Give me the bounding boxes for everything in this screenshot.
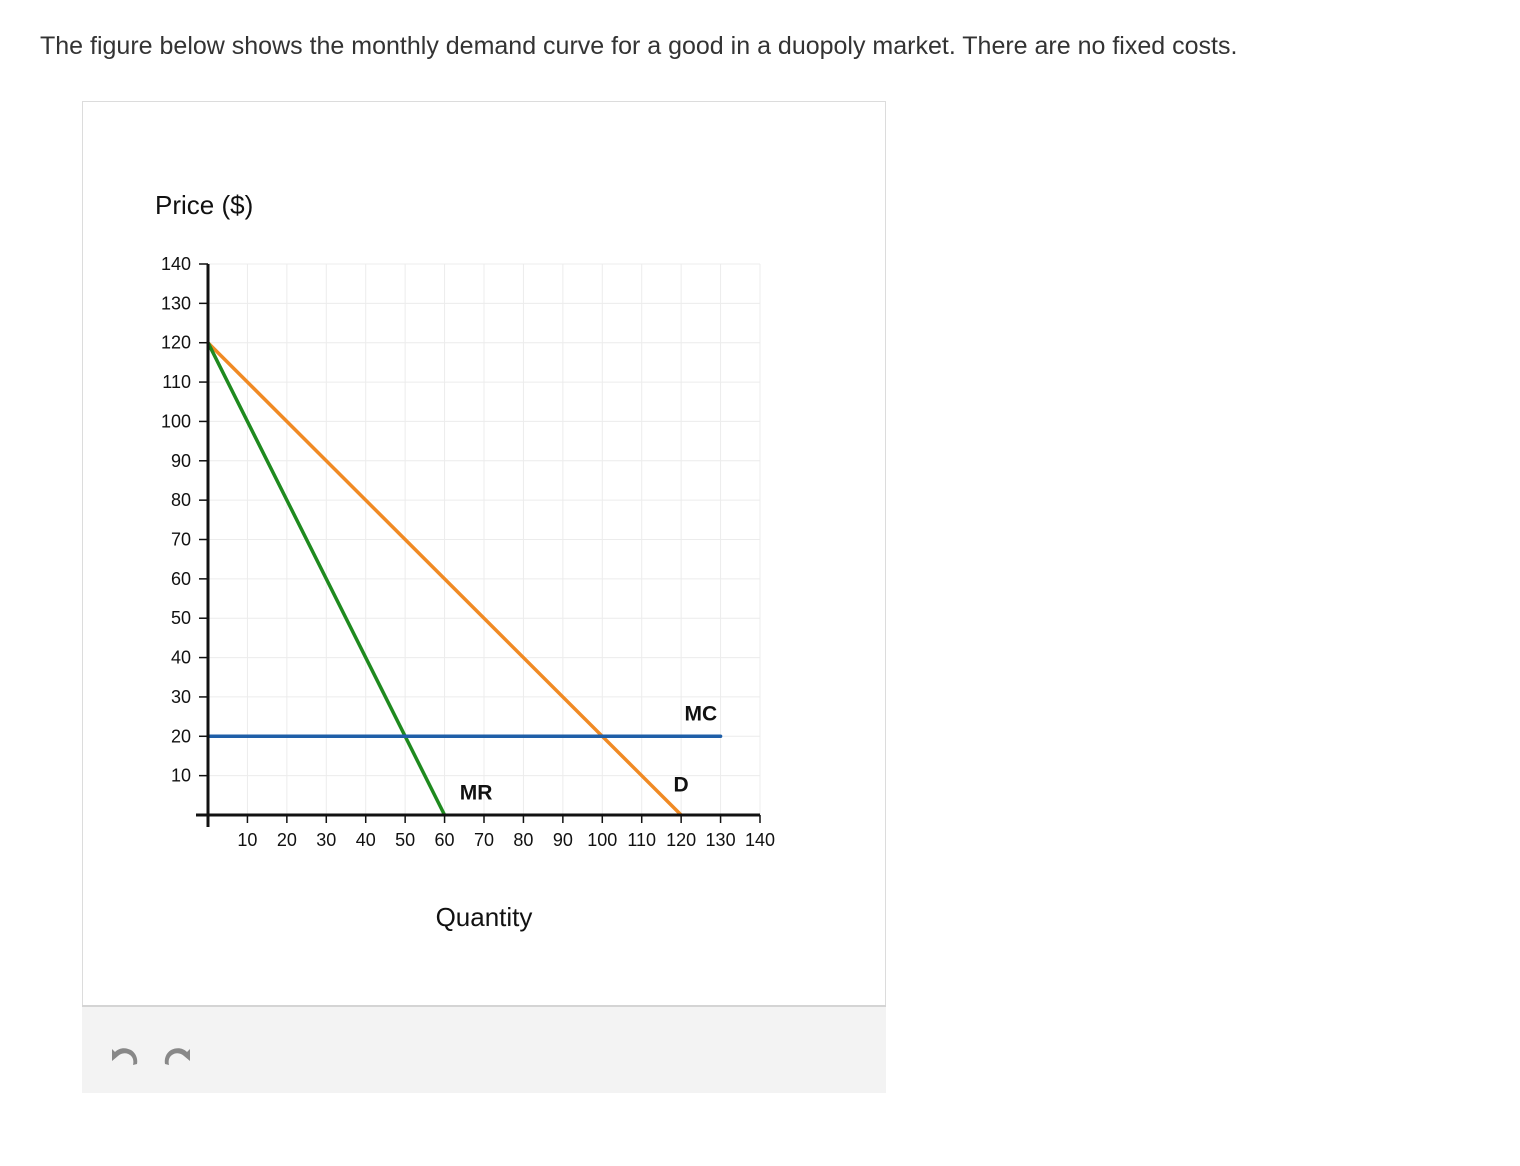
undo-icon — [112, 1048, 138, 1065]
x-tick-label-50: 50 — [395, 830, 415, 850]
y-tick-label-140: 140 — [161, 254, 191, 274]
x-tick-label-30: 30 — [316, 830, 336, 850]
y-tick-label-80: 80 — [171, 490, 191, 510]
curve-label-mr: MR — [460, 781, 493, 804]
y-tick-label-120: 120 — [161, 333, 191, 353]
y-tick-label-10: 10 — [171, 766, 191, 786]
curve-label-mc: MC — [685, 703, 718, 726]
y-tick-label-100: 100 — [161, 411, 191, 431]
redo-button[interactable] — [162, 1037, 198, 1073]
curves[interactable] — [206, 340, 723, 817]
y-tick-label-40: 40 — [171, 648, 191, 668]
x-tick-label-140: 140 — [745, 830, 775, 850]
grid — [208, 263, 761, 815]
y-tick-label-30: 30 — [171, 687, 191, 707]
x-axis-title: Quantity — [436, 902, 533, 932]
undo-button[interactable] — [104, 1037, 140, 1073]
x-tick-label-40: 40 — [356, 830, 376, 850]
y-tick-label-20: 20 — [171, 726, 191, 746]
x-tick-label-20: 20 — [277, 830, 297, 850]
y-tick-label-90: 90 — [171, 451, 191, 471]
y-axis-title: Price ($) — [155, 190, 253, 220]
question-text: The figure below shows the monthly deman… — [40, 32, 1238, 60]
curve-label-d: D — [674, 773, 689, 796]
x-tick-label-100: 100 — [587, 830, 617, 850]
x-tick-label-10: 10 — [237, 830, 257, 850]
x-tick-label-80: 80 — [513, 830, 533, 850]
x-tick-label-90: 90 — [553, 830, 573, 850]
toolbar — [82, 1005, 886, 1093]
y-tick-label-60: 60 — [171, 569, 191, 589]
y-tick-label-110: 110 — [162, 372, 191, 392]
ticks: 10 20 30 40 50 60 70 80 90 100 110 120 130 140 10 20 30 4… — [161, 254, 775, 850]
y-tick-label-50: 50 — [171, 608, 191, 628]
x-tick-label-110: 110 — [627, 830, 656, 850]
redo-icon — [164, 1048, 190, 1065]
x-tick-label-60: 60 — [435, 830, 455, 850]
x-tick-label-130: 130 — [706, 830, 736, 850]
y-tick-label-130: 130 — [161, 293, 191, 313]
x-tick-label-120: 120 — [666, 830, 696, 850]
x-tick-label-70: 70 — [474, 830, 494, 850]
y-tick-label-70: 70 — [171, 530, 191, 550]
axes — [196, 264, 760, 827]
curve-labels: MC MR D — [460, 703, 717, 805]
